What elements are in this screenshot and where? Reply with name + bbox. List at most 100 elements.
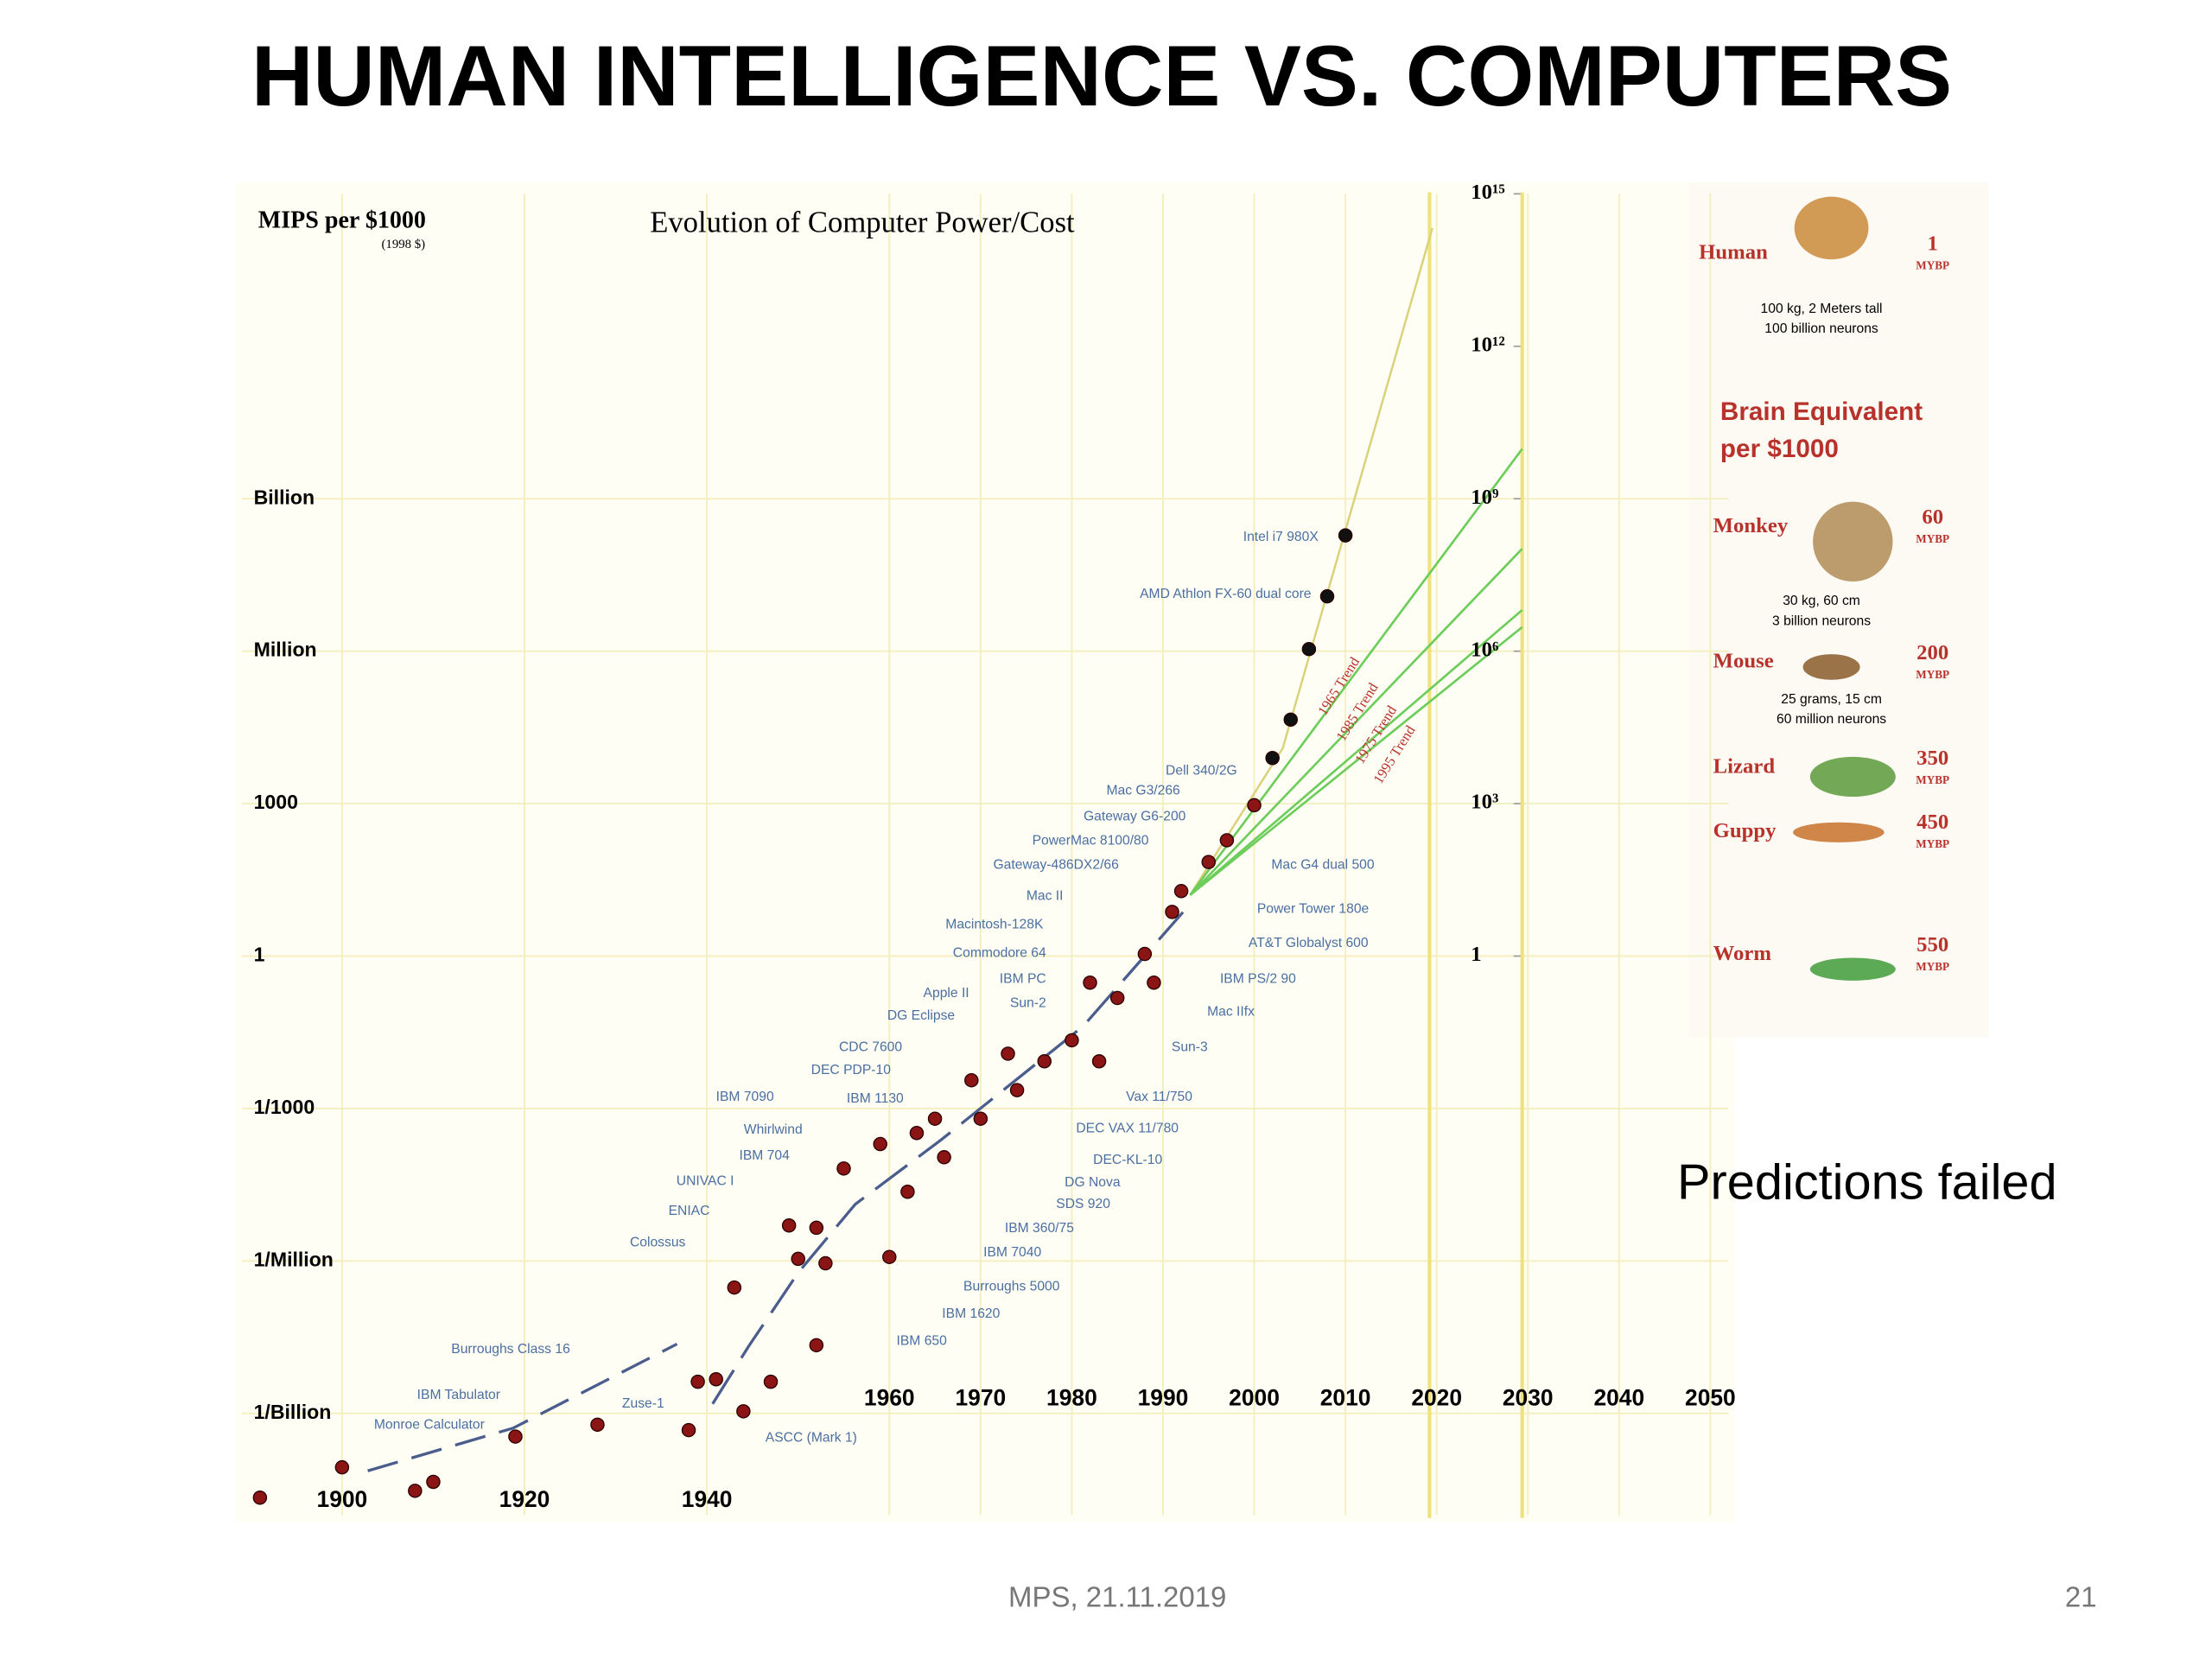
slide-title: HUMAN INTELLIGENCE VS. COMPUTERS <box>251 28 1952 124</box>
data-point <box>900 1185 915 1199</box>
x-tick-label: 2020 <box>1411 1385 1462 1411</box>
y-tick-label: Billion <box>254 486 315 508</box>
data-point <box>681 1422 696 1438</box>
data-point <box>964 1072 979 1088</box>
data-point <box>590 1417 605 1433</box>
y-axis-label: MIPS per $1000 <box>258 207 426 234</box>
animal-mybp-unit: MYBP <box>1916 532 1949 545</box>
data-point <box>1137 946 1153 962</box>
point-annotation: IBM Tabulator <box>417 1388 500 1402</box>
trend-curve <box>1189 227 1433 896</box>
data-point <box>1037 1054 1052 1069</box>
point-annotation: AT&T Globalyst 600 <box>1249 936 1369 950</box>
data-point <box>909 1125 925 1141</box>
point-annotation: IBM 650 <box>897 1333 948 1348</box>
data-point <box>973 1111 988 1126</box>
animal-mybp: 200 <box>1916 641 1948 664</box>
note: Predictions failed <box>1677 1155 2057 1211</box>
y2-tick-label: 1 <box>1471 943 1481 966</box>
data-point <box>426 1474 441 1490</box>
data-point <box>1147 975 1161 990</box>
point-annotation: Colossus <box>630 1235 686 1249</box>
x-tick-label: 1920 <box>499 1486 550 1512</box>
data-point <box>1265 751 1280 766</box>
point-annotation: Sun-3 <box>1172 1040 1208 1055</box>
data-point <box>1001 1046 1015 1061</box>
animal-mybp-unit: MYBP <box>1916 258 1949 271</box>
y-tick-label: Million <box>254 639 317 661</box>
point-annotation: Commodore 64 <box>953 946 1046 961</box>
animal-description: 100 billion neurons <box>1764 321 1878 336</box>
point-annotation: Whirlwind <box>744 1122 803 1137</box>
animal-icon <box>1809 957 1896 981</box>
data-point <box>818 1255 833 1271</box>
point-annotation: Macintosh-128K <box>945 918 1044 932</box>
data-point <box>1009 1083 1025 1097</box>
point-annotation: DEC-KL-10 <box>1093 1153 1162 1167</box>
data-point <box>1319 588 1335 604</box>
animal-name: Monkey <box>1713 514 1789 537</box>
point-annotation: IBM 7090 <box>716 1090 774 1104</box>
animal-mybp-unit: MYBP <box>1916 960 1949 973</box>
point-annotation: IBM PC <box>1000 971 1046 986</box>
animal-name: Guppy <box>1713 819 1777 842</box>
point-annotation: DEC VAX 11/780 <box>1076 1122 1179 1136</box>
data-point <box>334 1459 350 1475</box>
animal-mybp-unit: MYBP <box>1916 837 1949 850</box>
point-annotation: UNIVAC I <box>677 1174 734 1189</box>
animal-mybp-unit: MYBP <box>1916 668 1949 681</box>
point-annotation: AMD Athlon FX-60 dual core <box>1140 587 1312 601</box>
data-point <box>709 1372 723 1387</box>
data-point <box>1173 884 1189 899</box>
point-annotation: Intel i7 980X <box>1243 530 1319 544</box>
chart-background <box>235 182 1735 1522</box>
data-point <box>1083 975 1097 990</box>
animal-description: 3 billion neurons <box>1772 613 1871 628</box>
point-annotation: Zuse-1 <box>622 1396 664 1411</box>
point-annotation: DG Eclipse <box>887 1008 956 1023</box>
point-annotation: Mac G3/266 <box>1106 784 1180 798</box>
point-annotation: ASCC (Mark 1) <box>766 1430 857 1445</box>
data-point <box>1283 712 1299 728</box>
y-tick-label: 1/Billion <box>254 1401 332 1423</box>
animal-mybp: 1 <box>1928 232 1938 255</box>
point-annotation: Burroughs 5000 <box>963 1280 1060 1294</box>
x-tick-label: 2010 <box>1320 1385 1371 1411</box>
data-point <box>508 1429 523 1444</box>
point-annotation: Gateway G6-200 <box>1084 809 1186 823</box>
y-tick-label: 1 <box>254 944 265 966</box>
data-point <box>809 1338 824 1353</box>
trend-lines <box>1189 448 1523 896</box>
point-annotation: Mac II <box>1027 889 1064 904</box>
x-tick-label: 1970 <box>956 1385 1007 1411</box>
animal-name: Mouse <box>1713 650 1774 673</box>
data-point <box>763 1374 779 1389</box>
data-point <box>1201 855 1217 869</box>
panel-background <box>1688 182 1989 1038</box>
y2-tick-label: 10¹² <box>1471 333 1505 356</box>
point-annotation: IBM 7040 <box>983 1245 1041 1260</box>
data-point <box>1338 528 1353 543</box>
point-annotation: Gateway-486DX2/66 <box>994 857 1120 872</box>
point-annotation: IBM 1620 <box>942 1306 1000 1321</box>
x-tick-label: 2040 <box>1593 1385 1644 1411</box>
point-annotation: CDC 7600 <box>839 1040 902 1055</box>
animal-description: 100 kg, 2 Meters tall <box>1761 302 1883 316</box>
marks <box>252 528 1353 1505</box>
data-point <box>736 1404 751 1419</box>
x-tick-label: 2050 <box>1685 1385 1736 1411</box>
point-annotation: Mac G4 dual 500 <box>1271 857 1375 872</box>
point-annotation: Sun-2 <box>1010 995 1046 1010</box>
point-annotation: Monroe Calculator <box>374 1418 485 1433</box>
point-annotation: IBM 360/75 <box>1005 1221 1074 1236</box>
trend-curve <box>367 1342 678 1472</box>
page-number: 21 <box>2065 1580 2097 1612</box>
point-annotation: IBM 1130 <box>847 1091 904 1106</box>
y-tick-label: 1/Million <box>254 1248 334 1270</box>
data-point <box>873 1136 887 1152</box>
footer-date: MPS, 21.11.2019 <box>1008 1580 1226 1612</box>
data-point <box>1065 1033 1079 1048</box>
point-annotation: Power Tower 180e <box>1257 902 1370 917</box>
point-annotation: Vax 11/750 <box>1126 1090 1192 1104</box>
